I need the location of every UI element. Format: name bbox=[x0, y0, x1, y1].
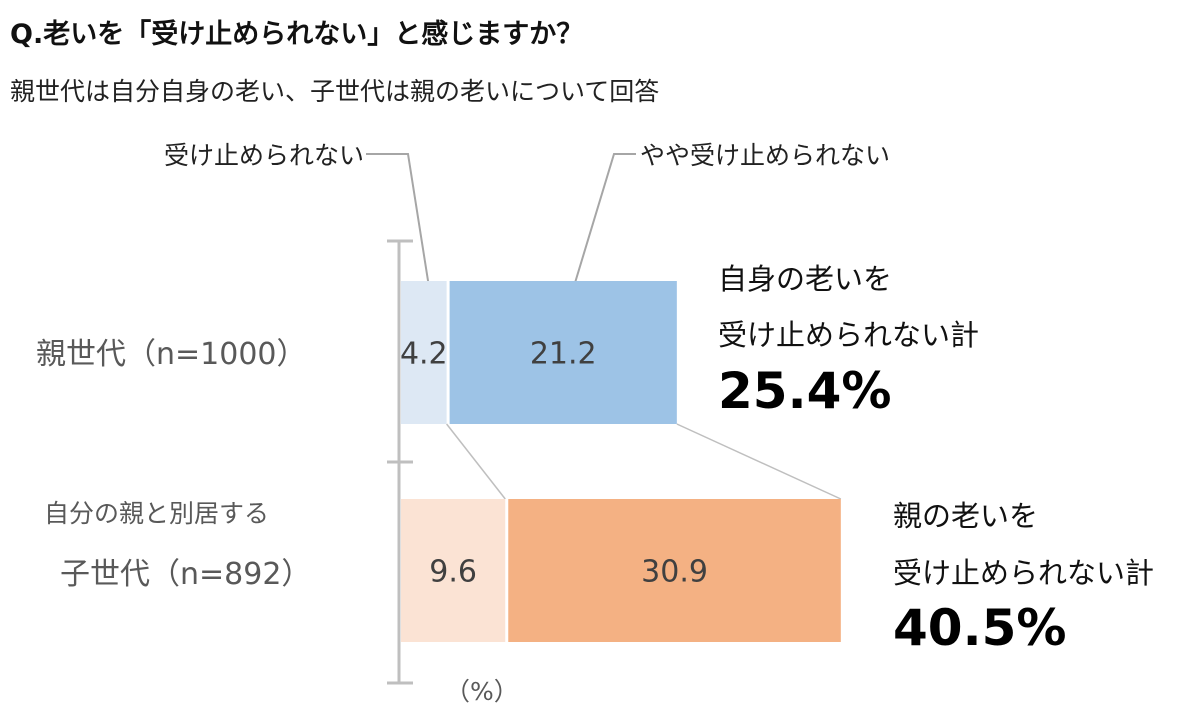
chart-title: Q.老いを「受け止められない」と感じますか？ bbox=[10, 19, 584, 50]
bar-value-label: 30.9 bbox=[641, 555, 708, 590]
total-value: 25.4% bbox=[718, 362, 891, 420]
bar-value-label: 9.6 bbox=[429, 555, 477, 590]
total-value: 40.5% bbox=[893, 599, 1066, 657]
bar-segment bbox=[508, 499, 841, 642]
legend-label-series-1: 受け止められない bbox=[164, 141, 364, 170]
bar-segment bbox=[401, 499, 506, 642]
legend-leader-line bbox=[567, 153, 636, 307]
total-label-line: 自身の老いを bbox=[718, 262, 892, 296]
connector-line bbox=[446, 423, 506, 500]
bar-value-label: 21.2 bbox=[530, 337, 597, 372]
bar-segment bbox=[449, 281, 677, 424]
connector-line bbox=[676, 423, 842, 500]
legend-leader-line bbox=[366, 153, 433, 307]
unit-label: （%） bbox=[445, 677, 519, 706]
legend-label-series-2: やや受け止められない bbox=[640, 141, 890, 170]
total-label-line: 受け止められない計 bbox=[718, 318, 979, 352]
total-label-line: 受け止められない計 bbox=[893, 556, 1154, 590]
chart-subtitle: 親世代は自分自身の老い、子世代は親の老いについて回答 bbox=[10, 77, 660, 106]
category-sublabel: 自分の親と別居する bbox=[44, 499, 269, 528]
bar-segment bbox=[401, 281, 447, 424]
total-label-line: 親の老いを bbox=[893, 499, 1038, 533]
bar-value-label: 4.2 bbox=[400, 337, 448, 372]
category-label: 子世代（n=892） bbox=[60, 557, 311, 592]
category-label: 親世代（n=1000） bbox=[36, 337, 307, 372]
